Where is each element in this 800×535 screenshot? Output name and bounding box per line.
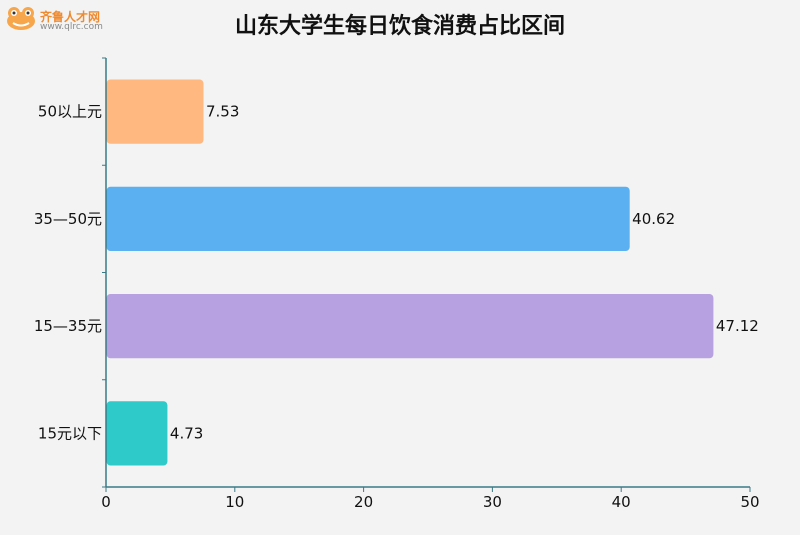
data-label: 4.73 — [170, 424, 203, 442]
y-tick-label: 35—50元 — [34, 210, 102, 228]
watermark-brand: 齐鲁人才网 — [40, 10, 101, 24]
bar — [106, 293, 714, 359]
x-tick-label: 10 — [225, 493, 244, 511]
axes-group: 50以上元 35—50元 15—35元 15元以下 0 10 20 30 40 50 — [34, 57, 760, 511]
data-label: 7.53 — [206, 103, 239, 121]
bar — [106, 401, 168, 466]
frog-logo-icon — [7, 7, 35, 30]
watermark-url: www.qlrc.com — [40, 22, 103, 32]
y-tick-label: 15元以下 — [38, 424, 102, 442]
x-tick-label: 20 — [354, 493, 373, 511]
y-tick-label: 50以上元 — [38, 103, 102, 121]
data-label: 47.12 — [716, 317, 759, 335]
data-label: 40.62 — [632, 210, 675, 228]
bar — [106, 79, 204, 144]
x-tick-label: 40 — [612, 493, 631, 511]
x-tick-label: 0 — [101, 493, 111, 511]
x-tick-label: 50 — [740, 493, 759, 511]
watermark-logo: 齐鲁人才网 www.qlrc.com — [4, 4, 124, 34]
bars-group: 7.53 40.62 47.12 4.73 — [106, 79, 759, 466]
chart-title: 山东大学生每日饮食消费占比区间 — [234, 14, 565, 39]
y-tick-label: 15—35元 — [34, 317, 102, 335]
bar — [106, 186, 630, 252]
x-tick-label: 30 — [483, 493, 502, 511]
